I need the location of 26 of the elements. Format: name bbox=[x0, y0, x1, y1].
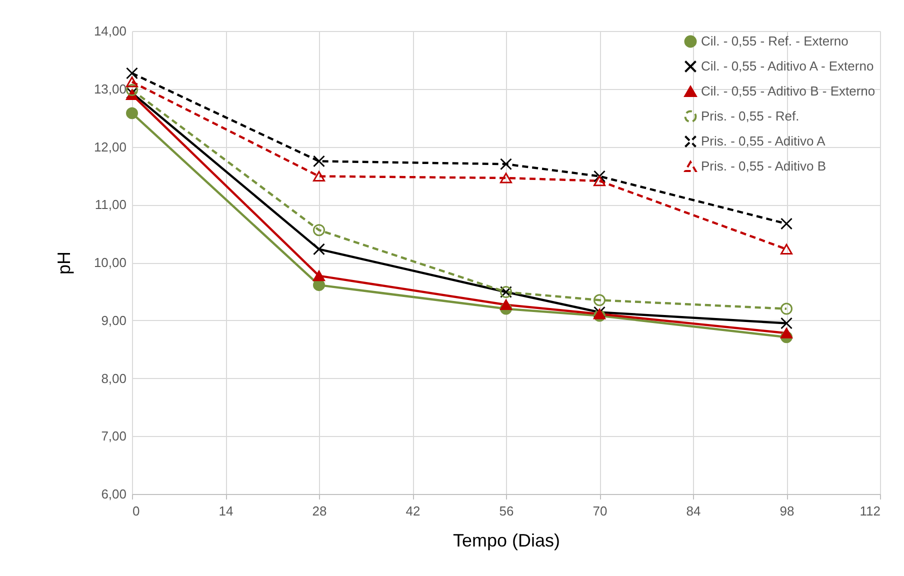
legend-label: Cil. - 0,55 - Aditivo B - Externo bbox=[701, 84, 876, 98]
y-tick-label: 14,00 bbox=[94, 24, 126, 38]
x-tick-label: 28 bbox=[312, 504, 327, 518]
x-tick-label: 0 bbox=[132, 504, 140, 518]
y-tick-label: 12,00 bbox=[94, 139, 126, 154]
y-tick-label: 6,00 bbox=[101, 486, 126, 502]
legend-label: Pris. - 0,55 - Aditivo B bbox=[701, 158, 826, 174]
legend-label: Cil. - 0,55 - Aditivo A - Externo bbox=[701, 58, 874, 74]
x-tick-label: 98 bbox=[780, 504, 794, 518]
x-tick-label: 14 bbox=[218, 504, 234, 518]
legend-label: Pris. - 0,55 - Ref. bbox=[701, 108, 800, 124]
x-tick-label: 70 bbox=[592, 504, 608, 518]
y-axis-title: pH bbox=[54, 251, 74, 275]
x-tick-label: 42 bbox=[406, 504, 420, 518]
x-tick-label: 112 bbox=[860, 504, 880, 518]
y-tick-label: 7,00 bbox=[101, 428, 126, 444]
y-tick-label: 9,00 bbox=[101, 312, 126, 328]
x-axis-title: Tempo (Dias) bbox=[452, 530, 560, 550]
y-tick-label: 8,00 bbox=[101, 370, 126, 386]
x-tick-label: 84 bbox=[686, 504, 701, 518]
legend-label: Pris. - 0,55 - Aditivo A bbox=[701, 134, 826, 148]
y-tick-label: 13,00 bbox=[94, 81, 126, 96]
y-tick-label: 11,00 bbox=[94, 197, 126, 212]
y-tick-label: 10,00 bbox=[94, 255, 126, 270]
x-tick-label: 56 bbox=[499, 504, 514, 518]
legend-label: Cil. - 0,55 - Ref. - Externo bbox=[701, 34, 848, 48]
